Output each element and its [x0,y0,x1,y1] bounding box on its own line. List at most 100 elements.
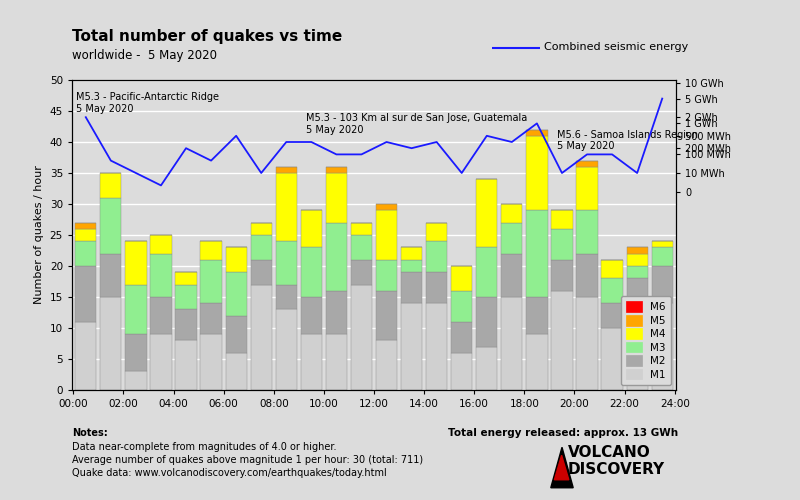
Bar [476,179,498,248]
Text: M5.3 - 103 Km al sur de San Jose, Guatemala
5 May 2020: M5.3 - 103 Km al sur de San Jose, Guatem… [306,113,527,134]
Bar [75,322,97,390]
Text: worldwide -  5 May 2020: worldwide - 5 May 2020 [72,50,217,62]
Text: Total energy released: approx. 13 GWh: Total energy released: approx. 13 GWh [448,428,678,438]
Bar [100,198,122,254]
Bar [376,291,397,341]
Text: Average number of quakes above magnitude 1 per hour: 30 (total: 711): Average number of quakes above magnitude… [72,455,423,465]
Bar [351,260,372,284]
Bar [175,272,197,284]
Bar [451,266,472,291]
Bar [501,297,522,390]
Bar [651,303,673,390]
Bar [351,284,372,390]
Bar [150,235,172,254]
Bar [626,278,648,303]
Bar [226,353,247,390]
Bar [226,248,247,272]
Text: Notes:: Notes: [72,428,108,438]
Bar [75,266,97,322]
Bar [100,173,122,198]
Bar [175,310,197,340]
Polygon shape [554,455,569,480]
Bar [602,328,622,390]
Bar [126,284,146,334]
Bar [126,241,146,284]
Bar [326,334,347,390]
Bar [526,297,547,334]
Bar [626,248,648,254]
Bar [576,254,598,297]
Text: VOLCANO
DISCOVERY: VOLCANO DISCOVERY [568,445,665,478]
Bar [626,303,648,390]
Bar [100,297,122,390]
Text: M5.3 - Pacific-Antarctic Ridge
5 May 2020: M5.3 - Pacific-Antarctic Ridge 5 May 202… [76,92,218,114]
Bar [150,334,172,390]
Bar [250,222,272,235]
Bar [651,241,673,248]
Bar [301,334,322,390]
Bar [426,241,447,272]
Bar [476,297,498,346]
Bar [651,248,673,266]
Bar [276,310,297,390]
Bar [401,260,422,272]
Bar [401,272,422,303]
Bar [526,136,547,210]
Bar [551,210,573,229]
Bar [376,204,397,210]
Bar [551,291,573,390]
Bar [501,254,522,297]
Legend: M6, M5, M4, M3, M2, M1: M6, M5, M4, M3, M2, M1 [621,296,670,385]
Bar [476,346,498,390]
Bar [602,278,622,303]
Text: Total number of quakes vs time: Total number of quakes vs time [72,29,342,44]
Bar [626,266,648,278]
Text: Quake data: www.volcanodiscovery.com/earthquakes/today.html: Quake data: www.volcanodiscovery.com/ear… [72,468,386,477]
Bar [175,284,197,310]
Bar [326,222,347,291]
Bar [426,222,447,241]
Bar [276,167,297,173]
Bar [551,260,573,291]
Bar [501,222,522,254]
Bar [401,248,422,260]
Bar [501,204,522,223]
Bar [201,334,222,390]
Bar [376,210,397,260]
Bar [201,303,222,334]
Bar [526,210,547,297]
Bar [126,372,146,390]
Bar [75,222,97,229]
Polygon shape [550,447,573,488]
Bar [351,235,372,260]
Text: M5.6 - Samoa Islands Region
5 May 2020: M5.6 - Samoa Islands Region 5 May 2020 [557,130,698,152]
Bar [301,210,322,248]
Bar [75,241,97,266]
Bar [426,272,447,303]
Bar [250,235,272,260]
Bar [226,272,247,316]
Bar [75,229,97,241]
Bar [451,291,472,322]
Bar [301,297,322,334]
Bar [150,297,172,334]
Bar [376,340,397,390]
Bar [576,160,598,167]
Y-axis label: Number of quakes / hour: Number of quakes / hour [34,166,44,304]
Text: Combined seismic energy: Combined seismic energy [544,42,688,52]
Bar [576,210,598,254]
Bar [126,334,146,372]
Bar [602,303,622,328]
Bar [376,260,397,291]
Bar [576,167,598,210]
Bar [426,303,447,390]
Bar [576,297,598,390]
Bar [250,284,272,390]
Bar [602,260,622,278]
Bar [451,322,472,353]
Bar [451,353,472,390]
Bar [401,303,422,390]
Bar [175,340,197,390]
Bar [250,260,272,284]
Bar [351,222,372,235]
